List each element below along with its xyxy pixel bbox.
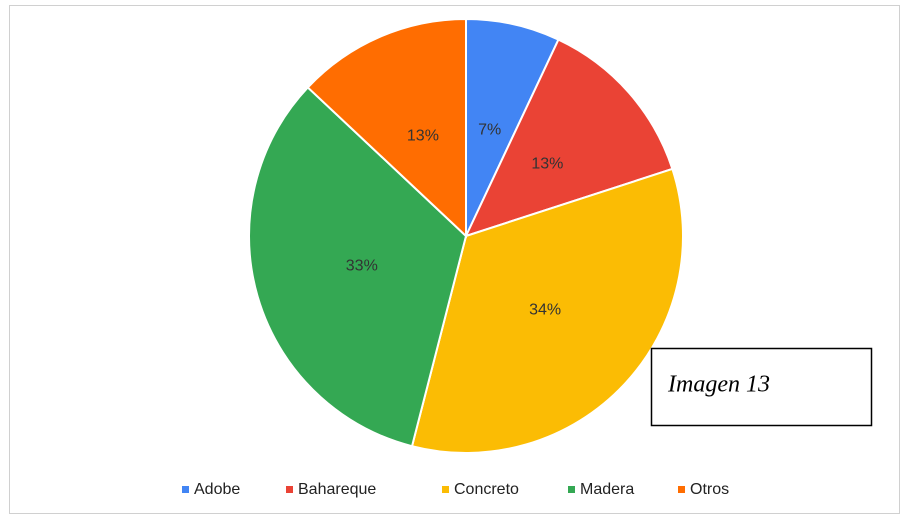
legend-label: Concreto bbox=[454, 481, 519, 498]
slice-labels: 7% 13% 34% 33% 13% bbox=[346, 121, 564, 318]
annotation-box bbox=[650, 347, 873, 427]
pie bbox=[248, 17, 684, 454]
annotation: Imagen 13 bbox=[667, 372, 770, 398]
slice bbox=[248, 86, 468, 448]
slice-label: 13% bbox=[531, 155, 563, 172]
legend-label: Otros bbox=[690, 481, 729, 498]
slice-label: 34% bbox=[529, 301, 561, 318]
legend-swatch bbox=[286, 486, 293, 493]
slice bbox=[410, 167, 684, 454]
legend-swatch bbox=[678, 486, 685, 493]
slice-label: 33% bbox=[346, 257, 378, 274]
slice bbox=[464, 38, 674, 238]
legend-label: Madera bbox=[580, 481, 634, 498]
legend-label: Bahareque bbox=[298, 481, 376, 498]
legend-label: Adobe bbox=[194, 481, 240, 498]
legend-swatch bbox=[568, 486, 575, 493]
legend: Adobe Bahareque Concreto Madera Otros bbox=[182, 481, 729, 498]
slice-label: 13% bbox=[407, 128, 439, 145]
legend-swatch bbox=[182, 486, 189, 493]
slice bbox=[306, 17, 467, 239]
legend-swatch bbox=[442, 486, 449, 493]
slice-label: 7% bbox=[478, 121, 501, 138]
